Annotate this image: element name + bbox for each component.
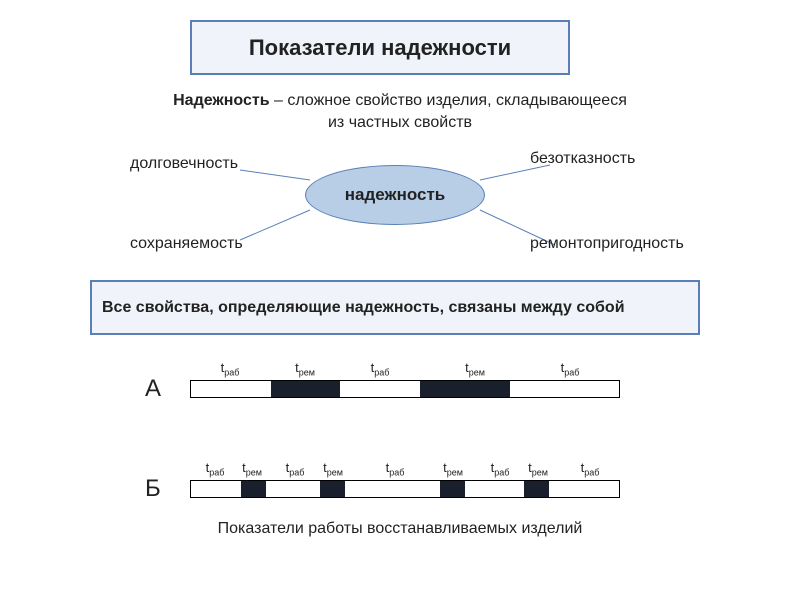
bar-segment — [271, 381, 341, 397]
bar-segment — [465, 481, 525, 497]
bar-segment — [266, 481, 321, 497]
row-a-letter: А — [145, 375, 161, 403]
bar-label: tраб — [550, 360, 590, 378]
bar-segment — [549, 481, 619, 497]
bar-label: tраб — [480, 460, 520, 478]
definition-bold: Надежность — [173, 92, 269, 109]
bar-label: tраб — [360, 360, 400, 378]
bar-segment — [191, 381, 271, 397]
bar-label: tрем — [455, 360, 495, 378]
prop-top-right: безотказность — [530, 150, 635, 168]
bar-label: tраб — [375, 460, 415, 478]
bar-segment — [420, 381, 510, 397]
bar-segment — [345, 481, 440, 497]
subtitle-text: Все свойства, определяющие надежность, с… — [102, 299, 625, 317]
title-text: Показатели надежности — [249, 35, 511, 61]
bar-segment — [340, 381, 420, 397]
definition-line2: из частных свойств — [0, 114, 800, 132]
bar-label: tрем — [313, 460, 353, 478]
bar-label: tраб — [275, 460, 315, 478]
bar-segment — [241, 481, 266, 497]
oval-text: надежность — [345, 185, 445, 205]
bar-segment — [440, 481, 465, 497]
definition-line1: Надежность – сложное свойство изделия, с… — [0, 92, 800, 110]
row-b-letter: Б — [145, 475, 161, 503]
prop-bottom-right: ремонтопригодность — [530, 235, 684, 253]
bar-segment — [524, 481, 549, 497]
bar-segment — [510, 381, 619, 397]
bar-b — [190, 480, 620, 498]
bar-label: tраб — [210, 360, 250, 378]
bar-a — [190, 380, 620, 398]
bar-segment — [320, 481, 345, 497]
title-box: Показатели надежности — [190, 20, 570, 75]
bar-label: tрем — [232, 460, 272, 478]
caption: Показатели работы восстанавливаемых изде… — [0, 520, 800, 538]
bar-label: tраб — [195, 460, 235, 478]
bar-segment — [191, 481, 241, 497]
bar-label: tраб — [570, 460, 610, 478]
definition-rest: – сложное свойство изделия, складывающее… — [270, 92, 627, 109]
subtitle-box: Все свойства, определяющие надежность, с… — [90, 280, 700, 335]
prop-top-left: долговечность — [130, 155, 238, 173]
bar-label: tрем — [285, 360, 325, 378]
bar-label: tрем — [518, 460, 558, 478]
center-oval: надежность — [305, 165, 485, 225]
bar-label: tрем — [433, 460, 473, 478]
prop-bottom-left: сохраняемость — [130, 235, 243, 253]
